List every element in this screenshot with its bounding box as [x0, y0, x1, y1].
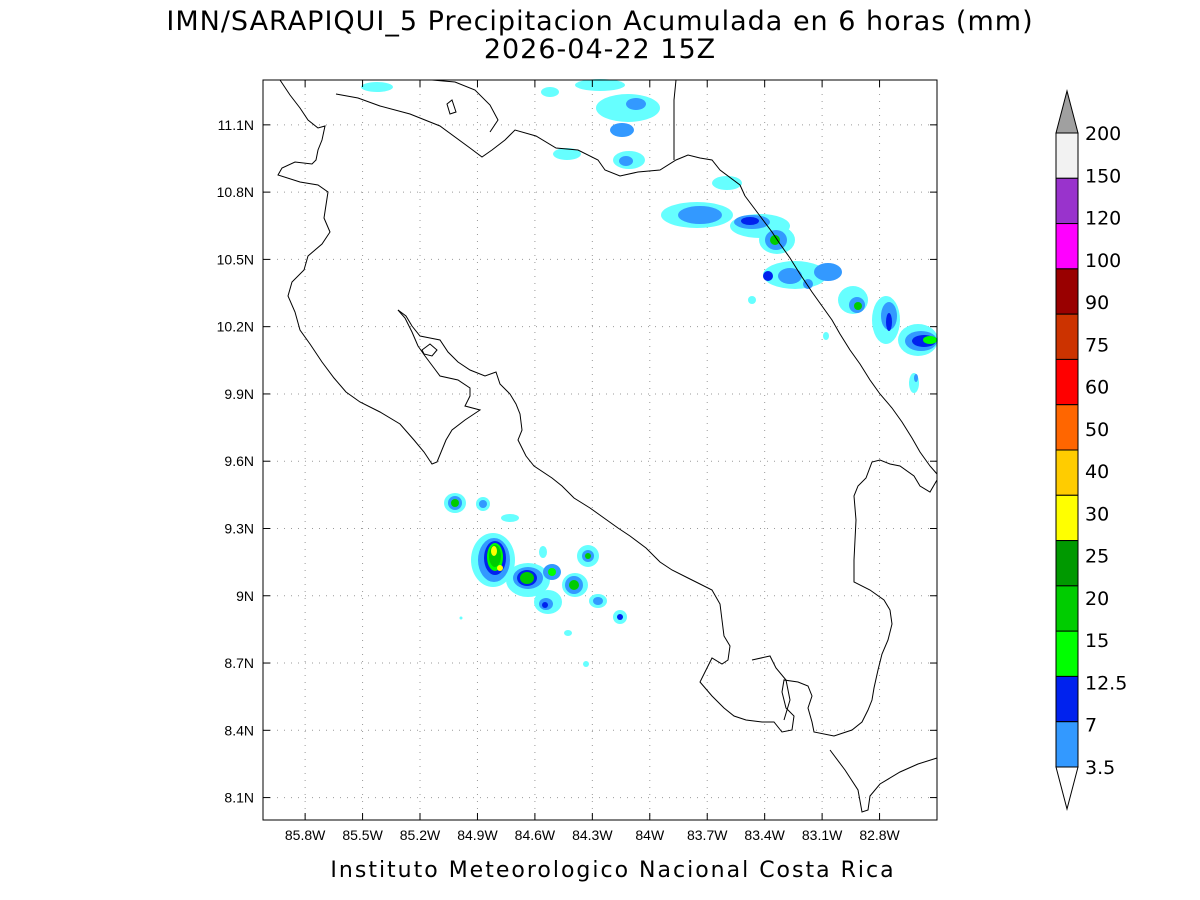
lon-tick-label: 84.9W [457, 827, 498, 843]
colorbar-bottom-arrow [1055, 766, 1079, 811]
coast-gulf-nicoya [397, 309, 938, 737]
colorbar-swatch [1055, 313, 1079, 360]
colorbar-legend: 3.5 7 12.5 15 20 25 30 40 50 60 75 90 100 120 150 200 [1055, 89, 1127, 811]
colorbar-swatch [1055, 494, 1079, 542]
colorbar-label: 3.5 [1085, 757, 1115, 779]
colorbar-label: 150 [1085, 165, 1121, 187]
colorbar-swatch [1055, 449, 1079, 496]
lon-tick-label: 84.6W [515, 827, 556, 843]
lat-tick-label: 9.3N [224, 520, 254, 536]
colorbar-label: 200 [1085, 123, 1121, 145]
colorbar-swatch [1055, 132, 1079, 179]
lon-tick-label: 83.7W [687, 827, 728, 843]
lon-tick-label: 85.5W [342, 827, 383, 843]
lon-tick-label: 84.3W [572, 827, 613, 843]
lat-tick-label: 8.7N [224, 655, 254, 671]
precip-band-caribbean [361, 79, 938, 393]
colorbar-swatch [1055, 721, 1079, 768]
colorbar-swatch [1055, 675, 1079, 723]
colorbar-swatch [1055, 223, 1079, 270]
lon-tick-label: 85.2W [400, 827, 441, 843]
colorbar-label: 7 [1085, 715, 1097, 737]
coast-nicaragua-caribbean [673, 79, 677, 160]
lat-tick-label: 11.1N [218, 117, 254, 133]
lon-tick-label: 83.1W [802, 827, 843, 843]
lat-tick-label: 10.8N [217, 184, 254, 200]
coast-guanacaste [277, 79, 482, 465]
footer-credit: Instituto Meteorologico Nacional Costa R… [330, 858, 895, 883]
colorbar-swatch [1055, 585, 1079, 632]
colorbar-label: 25 [1085, 546, 1109, 568]
coast-panama [829, 749, 938, 813]
lat-tick-label: 9.6N [224, 453, 254, 469]
lon-tick-label: 82.8W [859, 827, 900, 843]
colorbar-label: 90 [1085, 292, 1109, 314]
border-nicaragua [335, 93, 746, 197]
colorbar-swatch [1055, 404, 1079, 451]
island-nicoya [421, 343, 438, 357]
lat-tick-label: 8.1N [224, 790, 254, 806]
colorbar-label: 120 [1085, 208, 1121, 230]
graticule [263, 80, 937, 820]
colorbar-label: 40 [1085, 461, 1109, 483]
colorbar-label: 15 [1085, 630, 1109, 652]
coast-lake-nicaragua [431, 79, 499, 133]
lon-tick-label: 84W [635, 827, 665, 843]
colorbar-label: 12.5 [1085, 672, 1127, 694]
colorbar-label: 75 [1085, 334, 1109, 356]
island-lake [446, 99, 457, 115]
precip-cluster-pacific [444, 493, 627, 667]
colorbar-swatch [1055, 177, 1079, 225]
colorbar-label: 30 [1085, 503, 1109, 525]
lat-tick-label: 8.4N [224, 722, 254, 738]
lat-tick-label: 9.9N [224, 386, 254, 402]
map-frame [262, 79, 938, 821]
lat-tick-label: 9N [236, 588, 254, 604]
longitude-axis: 85.8W 85.5W 85.2W 84.9W 84.6W 84.3W 84W 83.7W 83… [285, 80, 901, 843]
coastlines-borders [277, 79, 938, 813]
colorbar-label: 20 [1085, 588, 1109, 610]
colorbar-swatch [1055, 358, 1079, 406]
colorbar-swatch [1055, 268, 1079, 315]
lon-tick-label: 83.4W [744, 827, 785, 843]
colorbar-label: 100 [1085, 250, 1121, 272]
latitude-axis: 8.1N 8.4N 8.7N 9N 9.3N 9.6N 9.9N 10.2N 10.5N 10.8… [217, 117, 937, 806]
colorbar-swatch [1055, 540, 1079, 587]
precipitation-field [361, 79, 938, 667]
colorbar-top-arrow [1055, 89, 1079, 134]
title-line-1: IMN/SARAPIQUI_5 Precipitacion Acumulada … [166, 6, 1033, 37]
colorbar-label: 50 [1085, 419, 1109, 441]
coast-osa [751, 655, 791, 721]
coast-caribbean [744, 195, 938, 475]
title-line-2: 2026-04-22 15Z [484, 34, 716, 65]
lat-tick-label: 10.5N [217, 251, 254, 267]
colorbar-swatch [1055, 630, 1079, 677]
lat-tick-label: 10.2N [217, 319, 254, 335]
lon-tick-label: 85.8W [285, 827, 326, 843]
colorbar-label: 60 [1085, 377, 1109, 399]
